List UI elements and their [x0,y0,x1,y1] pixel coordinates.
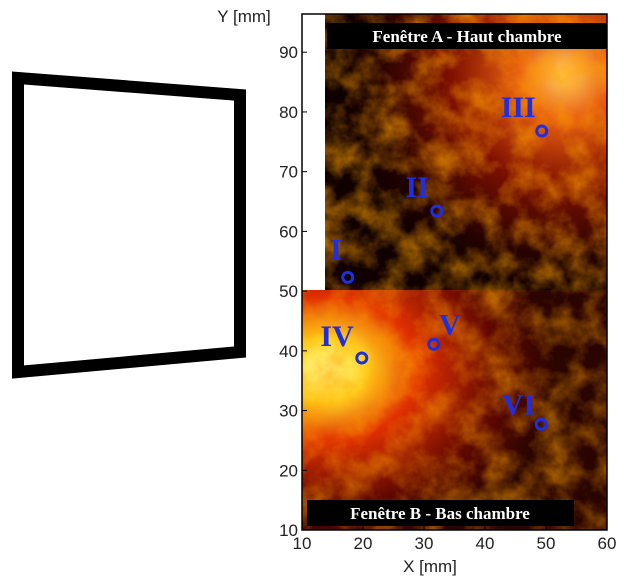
point [534,417,548,431]
annotation: Fenêtre B - Bas chambre [350,504,530,523]
window-outline [12,71,246,379]
x-tick-label: 20 [354,534,373,553]
point-label: II [405,171,428,204]
x-tick-label: 40 [476,534,495,553]
annotation: Fenêtre A - Haut chambre [372,27,562,46]
heatmap-a [325,14,607,290]
point-label: IV [320,320,354,353]
x-axis-label: X [mm] [403,557,457,576]
y-tick-label: 40 [279,342,298,361]
plot-frame [301,13,608,531]
point-label: I [330,233,342,266]
point-label: VI [502,388,535,421]
y-tick-label: 80 [279,103,298,122]
y-tick-label: 70 [279,163,298,182]
x-tick-label: 30 [415,534,434,553]
y-tick-label: 20 [279,461,298,480]
y-tick-label: 50 [279,282,298,301]
y-tick-label: 10 [279,521,298,540]
point-label: V [439,308,461,341]
x-tick-label: 50 [537,534,556,553]
point [430,204,444,218]
point [535,124,549,138]
x-tick-label: 10 [293,534,312,553]
point-label: III [501,91,536,124]
point [427,337,441,351]
heatmap-b [302,290,607,530]
y-tick-label: 90 [279,43,298,62]
annotation-box [307,500,574,526]
annotation-box [327,23,607,49]
point [341,270,355,284]
y-axis-label: Y [mm] [217,7,271,26]
x-tick-label: 60 [598,534,617,553]
y-tick-label: 30 [279,402,298,421]
y-tick-label: 60 [279,222,298,241]
point [355,351,369,365]
